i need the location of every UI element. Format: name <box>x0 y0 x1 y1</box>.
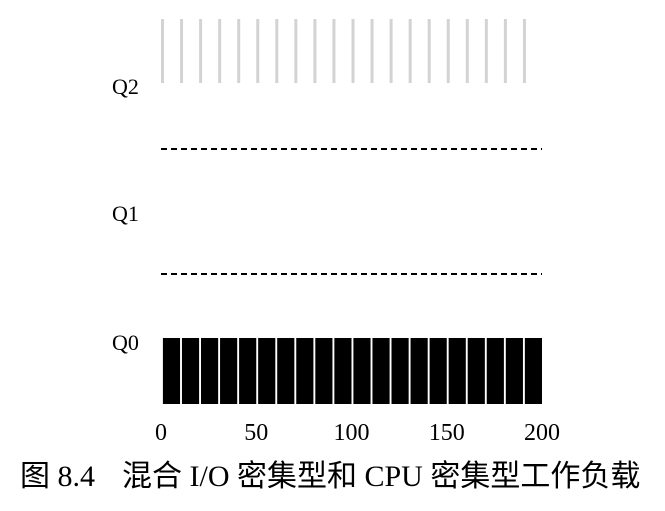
q2-io-run-13 <box>408 19 412 83</box>
q2-io-run-17 <box>484 19 488 83</box>
q2-io-run-0 <box>161 19 164 83</box>
q2-io-run-9 <box>332 19 336 83</box>
q2-io-run-19 <box>522 19 526 83</box>
q0-cpu-run-10 <box>353 338 371 404</box>
q2-io-run-16 <box>465 19 469 83</box>
q0-cpu-job-runs <box>162 338 542 404</box>
q2-io-run-15 <box>446 19 450 83</box>
q0-cpu-run-17 <box>486 338 504 404</box>
queue-label-q2: Q2 <box>112 74 139 99</box>
q0-cpu-run-2 <box>201 338 219 404</box>
x-tick-label-150: 150 <box>429 420 465 446</box>
q2-io-run-1 <box>180 19 184 83</box>
q2-io-run-8 <box>313 19 317 83</box>
x-tick-label-100: 100 <box>334 420 370 446</box>
q2-io-job-runs <box>161 19 526 83</box>
queue-label-q1: Q1 <box>112 201 139 226</box>
q0-cpu-run-14 <box>429 338 447 404</box>
q0-cpu-run-13 <box>410 338 428 404</box>
q0-cpu-run-12 <box>391 338 409 404</box>
x-tick-label-50: 50 <box>244 420 268 446</box>
q0-cpu-run-7 <box>296 338 314 404</box>
q2-io-run-10 <box>351 19 355 83</box>
q2-io-run-2 <box>199 19 203 83</box>
q2-io-run-14 <box>427 19 431 83</box>
figure-caption: 图 8.4 混合 I/O 密集型和 CPU 密集型工作负载 <box>0 455 665 499</box>
x-axis-ticks: 0 50 100 150 200 <box>155 420 560 446</box>
q2-io-run-5 <box>256 19 260 83</box>
caption-number: 图 8.4 <box>20 460 95 493</box>
q0-cpu-run-0 <box>162 338 181 404</box>
q2-io-run-11 <box>370 19 374 83</box>
q0-cpu-run-3 <box>220 338 238 404</box>
q0-cpu-run-15 <box>448 338 466 404</box>
q0-cpu-run-6 <box>277 338 295 404</box>
q2-io-run-6 <box>275 19 279 83</box>
q0-cpu-run-5 <box>258 338 276 404</box>
queue-label-q0: Q0 <box>112 330 139 355</box>
q0-cpu-run-18 <box>505 338 523 404</box>
q0-cpu-run-16 <box>467 338 485 404</box>
q2-io-run-7 <box>294 19 298 83</box>
q0-cpu-run-4 <box>239 338 257 404</box>
q0-cpu-run-1 <box>181 338 200 404</box>
q2-io-run-18 <box>503 19 507 83</box>
q0-cpu-run-11 <box>372 338 390 404</box>
q2-io-run-3 <box>218 19 222 83</box>
q0-cpu-run-8 <box>315 338 333 404</box>
x-tick-label-200: 200 <box>524 420 560 446</box>
q2-io-run-4 <box>237 19 241 83</box>
x-tick-label-0: 0 <box>155 420 167 446</box>
q2-io-run-12 <box>389 19 393 83</box>
caption-text: 混合 I/O 密集型和 CPU 密集型工作负载 <box>122 460 641 493</box>
q0-cpu-run-19 <box>524 338 542 404</box>
q0-cpu-run-9 <box>334 338 352 404</box>
